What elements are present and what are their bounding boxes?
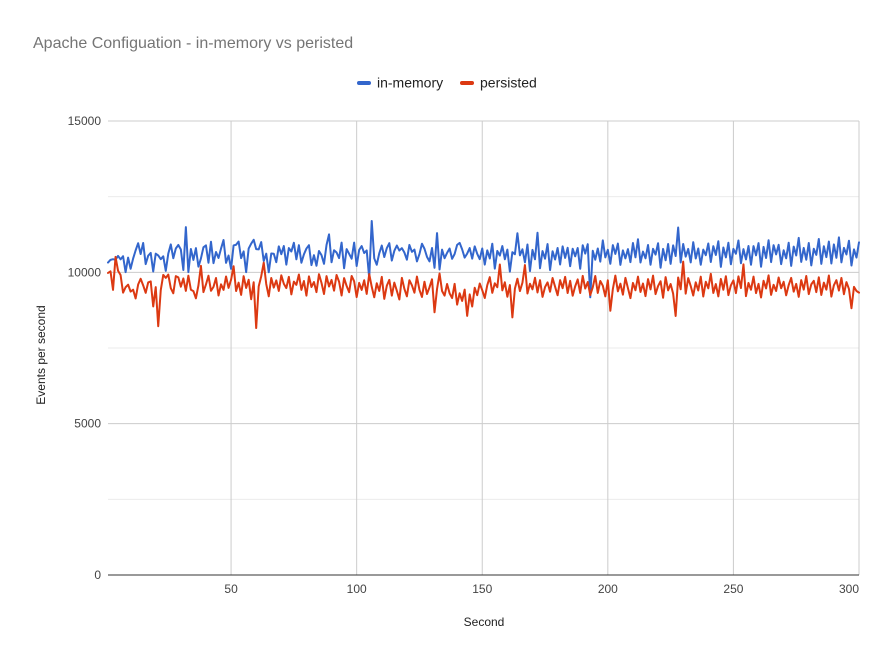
x-tick-label: 200	[598, 582, 618, 596]
legend-item-in-memory[interactable]: in-memory	[357, 75, 443, 91]
legend-item-persisted[interactable]: persisted	[460, 75, 537, 91]
x-tick-label: 250	[723, 582, 743, 596]
x-tick-label: 50	[224, 582, 238, 596]
axes: 0 5000 10000 15000 50 100 150 200 250 300	[68, 114, 860, 596]
legend-label-persisted: persisted	[480, 75, 537, 91]
chart-title: Apache Configuation - in-memory vs peris…	[33, 35, 353, 52]
x-tick-label: 150	[472, 582, 492, 596]
legend: in-memory persisted	[357, 75, 537, 91]
x-tick-label: 100	[347, 582, 367, 596]
y-tick-label: 0	[94, 568, 101, 582]
y-tick-label: 5000	[74, 417, 101, 431]
y-tick-label: 15000	[68, 114, 102, 128]
grid	[108, 120, 860, 575]
y-axis-title: Events per second	[34, 305, 48, 404]
y-tick-label: 10000	[68, 265, 102, 279]
x-axis-title: Second	[464, 615, 505, 629]
series-line-in-memory[interactable]	[107, 219, 860, 299]
legend-label-in-memory: in-memory	[377, 75, 443, 91]
series-lines	[107, 219, 860, 330]
series-line-persisted[interactable]	[107, 255, 860, 330]
x-tick-label: 300	[839, 582, 859, 596]
